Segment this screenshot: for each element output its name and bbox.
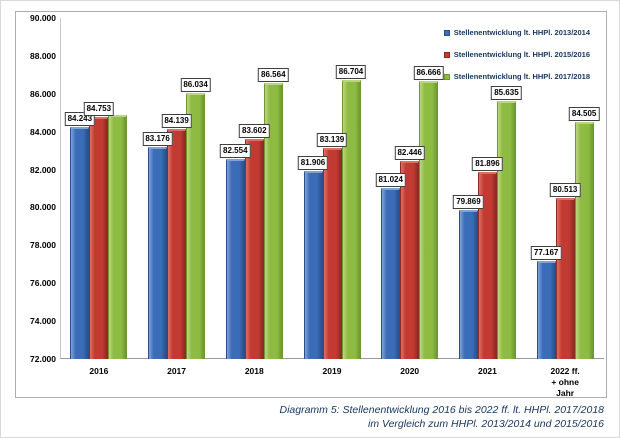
category-label: 2017: [167, 366, 187, 376]
bar-2021-series2: [477, 171, 497, 359]
bar-2016-series2: [89, 117, 109, 359]
bar-2020-series2: [400, 161, 420, 359]
bar-value-label: 83.176: [142, 132, 173, 147]
legend-label: Stellenentwicklung lt. HHPl. 2015/2016: [453, 50, 590, 59]
bar-2018-series1: [225, 159, 245, 359]
ytick-label: 90.000: [30, 13, 56, 23]
legend-item-2: Stellenentwicklung lt. HHPl. 2015/2016: [443, 50, 590, 59]
bar-value-label: 84.139: [161, 114, 192, 129]
category-label: 2021: [477, 366, 497, 376]
category-label: 2022 ff. + ohne Jahr: [550, 366, 580, 398]
ytick-label: 72.000: [30, 354, 56, 364]
bar-value-label: 84.753: [83, 102, 115, 117]
bar-2019-series3: [341, 80, 361, 359]
bar-value-label: 77.167: [530, 246, 562, 261]
category-label: 2018: [244, 366, 264, 376]
bar-2021-series3: [496, 100, 516, 359]
ytick-label: 86.000: [30, 88, 56, 99]
category-label: 2019: [322, 366, 342, 376]
legend-label: Stellenentwicklung lt. HHPl. 2017/2018: [453, 72, 590, 81]
bar-value-label: 82.446: [394, 146, 425, 161]
bar-value-label: 86.034: [180, 78, 211, 93]
bar-2016-series1: [70, 127, 90, 359]
ytick-label: 84.000: [30, 126, 56, 137]
bar-value-label: 80.513: [549, 182, 581, 197]
caption-line-1: Diagramm 5: Stellenentwicklung 2016 bis …: [279, 404, 604, 416]
legend-item-3: Stellenentwicklung lt. HHPl. 2017/2018: [443, 72, 590, 81]
bar-value-label: 86.704: [335, 65, 367, 80]
bar-2017-series3: [186, 93, 206, 359]
legend: Stellenentwicklung lt. HHPl. 2013/2014 St…: [443, 28, 590, 94]
bar-2019-series1: [303, 171, 323, 359]
bar-2018-series2: [244, 139, 264, 359]
bar-2017-series1: [148, 147, 168, 359]
ytick-label: 74.000: [30, 316, 56, 327]
bar-value-label: 86.666: [413, 66, 444, 81]
chart-caption: Diagramm 5: Stellenentwicklung 2016 bis …: [279, 403, 604, 431]
bar-2020-series3: [419, 81, 439, 359]
bar-2022ff-series3: [574, 122, 594, 359]
bar-value-label: 82.554: [220, 144, 251, 159]
legend-item-1: Stellenentwicklung lt. HHPl. 2013/2014: [443, 28, 590, 37]
bar-value-label: 81.024: [375, 173, 406, 188]
bar-value-label: 81.906: [297, 156, 329, 171]
ytick-label: 82.000: [30, 164, 56, 175]
ytick-label: 80.000: [30, 202, 56, 213]
legend-swatch-icon: [443, 51, 450, 58]
bar-value-label: 84.505: [568, 107, 600, 122]
bar-2018-series3: [263, 83, 283, 359]
chart-frame: 90.000 88.000 86.000 84.000 82.000 80.000 78.0…: [15, 11, 607, 398]
bar-2016-series3: [108, 114, 128, 359]
legend-label: Stellenentwicklung lt. HHPl. 2013/2014: [453, 28, 590, 37]
legend-swatch-icon: [443, 73, 450, 80]
category-label: 2016: [89, 366, 109, 376]
bar-2021-series1: [458, 209, 478, 359]
ytick-label: 76.000: [30, 278, 56, 289]
bar-2017-series2: [167, 129, 187, 359]
bar-2020-series1: [381, 188, 401, 359]
bar-value-label: 79.869: [453, 194, 484, 209]
bar-2022ff-series2: [555, 197, 575, 359]
bar-value-label: 85.635: [491, 85, 522, 100]
bar-value-label: 83.602: [239, 124, 270, 139]
bar-value-label: 86.564: [258, 68, 289, 83]
ytick-label: 78.000: [30, 240, 56, 251]
bar-value-label: 83.139: [316, 132, 348, 147]
legend-swatch-icon: [443, 29, 450, 36]
bar-value-label: 81.896: [472, 156, 503, 171]
caption-line-2: im Vergleich zum HHPl. 2013/2014 und 201…: [367, 418, 604, 430]
ytick-label: 88.000: [30, 50, 56, 61]
bar-2022ff-series1: [536, 261, 556, 359]
category-label: 2020: [400, 366, 420, 376]
bar-2019-series2: [322, 147, 342, 359]
